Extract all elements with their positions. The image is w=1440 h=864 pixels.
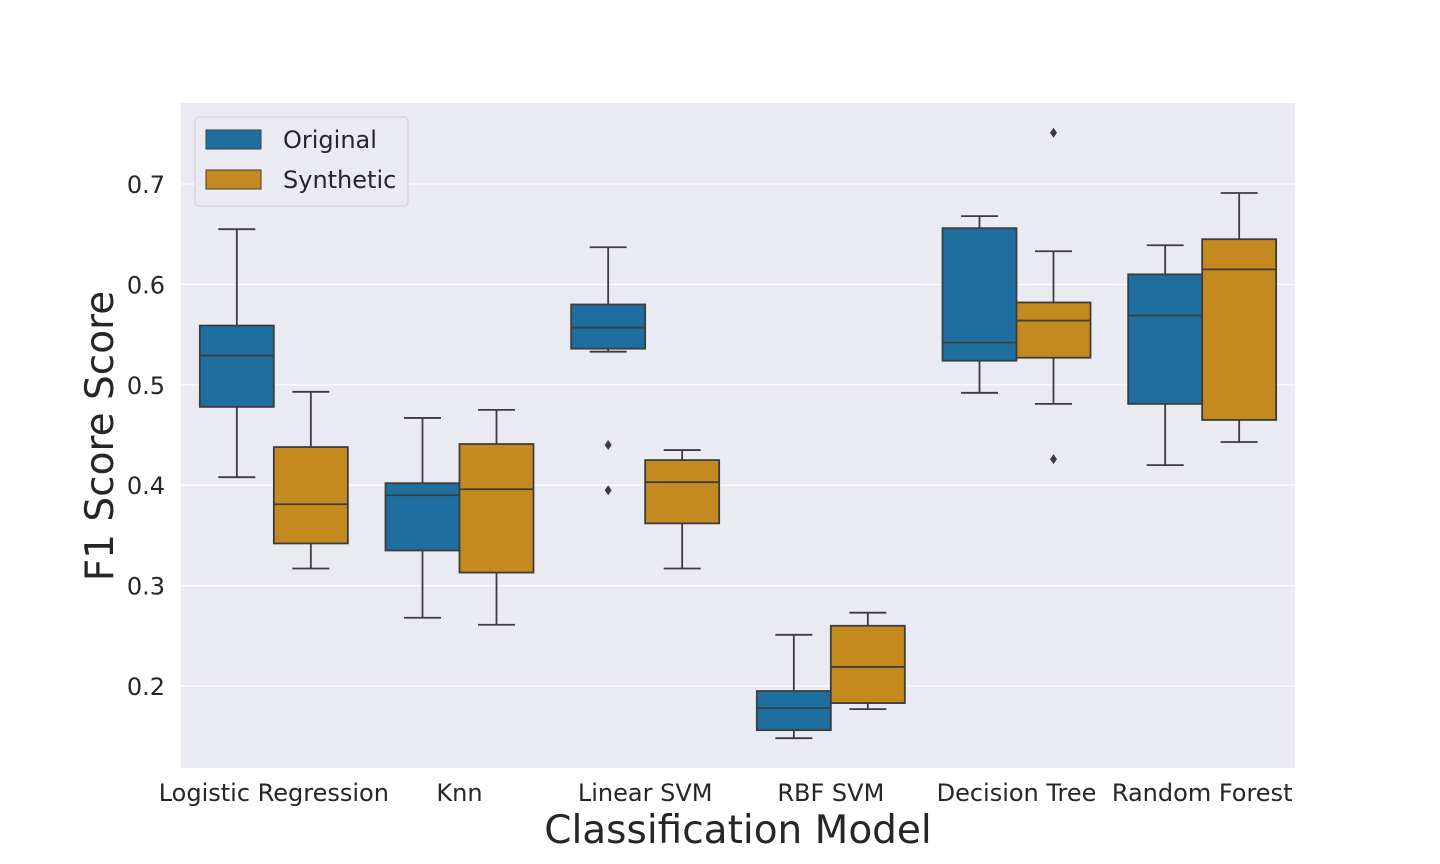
y-tick-labels: 0.2 0.3 0.4 0.5 0.6 0.7 — [127, 171, 165, 701]
box-synthetic-5 — [1201, 192, 1278, 443]
outlier-point — [604, 485, 612, 496]
box-synthetic-2 — [644, 449, 721, 570]
x-axis-title: Classification Model — [544, 808, 932, 853]
y-tick-label: 0.3 — [127, 573, 165, 601]
legend-swatch-synthetic — [205, 169, 262, 190]
box-synthetic-1 — [458, 408, 535, 626]
outlier-point — [1050, 127, 1057, 138]
iqr-box — [1127, 273, 1204, 405]
iqr-box — [570, 303, 647, 350]
iqr-box — [1015, 301, 1092, 359]
y-tick-label: 0.6 — [127, 271, 165, 299]
box-original-4 — [941, 215, 1018, 394]
iqr-box — [198, 324, 275, 408]
x-tick-labels: Logistic Regression Knn Linear SVM RBF SVM D… — [159, 779, 1293, 807]
iqr-box — [644, 459, 721, 525]
x-tick-label: Linear SVM — [578, 779, 713, 807]
x-tick-label: Knn — [436, 779, 482, 807]
x-tick-label: Decision Tree — [937, 779, 1097, 807]
outlier-point — [604, 440, 612, 451]
iqr-box — [458, 443, 535, 574]
y-axis-title: F1 Score Score — [78, 291, 123, 582]
legend-label-synthetic: Synthetic — [283, 166, 396, 194]
box-original-5 — [1127, 244, 1204, 467]
outlier-point — [1050, 454, 1057, 465]
box-original-0 — [198, 228, 275, 479]
iqr-box — [1201, 238, 1278, 421]
y-tick-label: 0.2 — [127, 673, 165, 701]
iqr-box — [384, 482, 461, 552]
iqr-box — [272, 446, 349, 545]
y-tick-label: 0.4 — [127, 472, 165, 500]
grid-lines — [181, 183, 1295, 687]
x-tick-label: RBF SVM — [777, 779, 884, 807]
iqr-box — [829, 624, 906, 704]
box-synthetic-0 — [272, 390, 349, 570]
legend-swatch-original — [205, 129, 262, 150]
iqr-box — [755, 690, 832, 732]
box-original-1 — [384, 417, 461, 619]
box-synthetic-3 — [829, 611, 906, 710]
y-tick-label: 0.5 — [127, 372, 165, 400]
boxes — [198, 127, 1278, 740]
box-original-3 — [755, 633, 832, 740]
legend[interactable]: Original Synthetic — [194, 116, 409, 207]
plot-area-background — [181, 103, 1295, 768]
box-original-2 — [570, 246, 647, 496]
y-tick-label: 0.7 — [127, 171, 165, 199]
box-synthetic-4 — [1015, 127, 1092, 465]
x-tick-label: Logistic Regression — [159, 779, 389, 807]
iqr-box — [941, 227, 1018, 362]
legend-label-original: Original — [283, 126, 377, 154]
x-tick-label: Random Forest — [1112, 779, 1293, 807]
